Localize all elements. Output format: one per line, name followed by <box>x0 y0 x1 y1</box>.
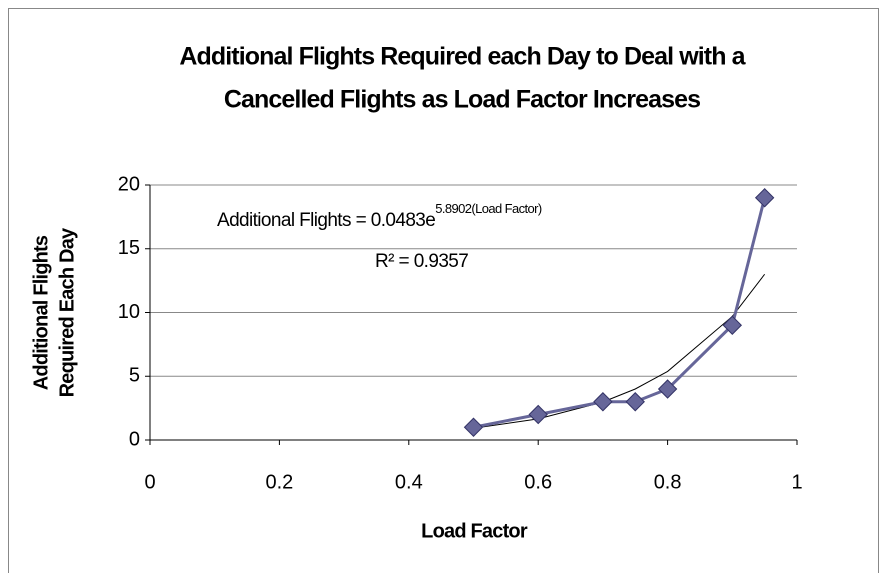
x-tick-label: 0.2 <box>265 471 293 493</box>
r-squared: R² = 0.9357 <box>375 251 468 272</box>
x-tick-label: 0.4 <box>395 471 423 493</box>
chart-title: Additional Flights Required each Day to … <box>179 43 746 71</box>
y-tick-label: 10 <box>118 301 140 323</box>
data-point <box>657 379 678 399</box>
x-tick-label: 0.8 <box>654 471 682 493</box>
data-point <box>463 417 484 437</box>
y-axis-title: Required Each Day <box>56 227 78 397</box>
x-tick-label: 1 <box>791 471 802 493</box>
y-axis-title: Additional Flights <box>30 235 52 390</box>
trendline <box>473 273 766 429</box>
trend-equation: Additional Flights = 0.0483e5.8902(Load … <box>217 201 542 231</box>
data-point <box>754 188 775 208</box>
y-tick-label: 0 <box>129 428 140 450</box>
chart-title: Cancelled Flights as Load Factor Increas… <box>224 86 700 114</box>
y-tick-label: 20 <box>118 173 140 195</box>
x-axis-title: Load Factor <box>421 520 528 542</box>
equation-text: Additional Flights = 0.0483e <box>217 210 435 231</box>
data-point <box>722 315 743 335</box>
equation-exponent: 5.8902(Load Factor) <box>435 201 542 216</box>
data-point <box>528 404 548 425</box>
x-tick-label: 0 <box>144 471 155 493</box>
data-point <box>593 392 613 412</box>
y-tick-label: 5 <box>129 365 140 387</box>
data-point <box>625 392 645 412</box>
y-tick-label: 15 <box>118 237 140 259</box>
x-tick-label: 0.6 <box>524 471 552 493</box>
